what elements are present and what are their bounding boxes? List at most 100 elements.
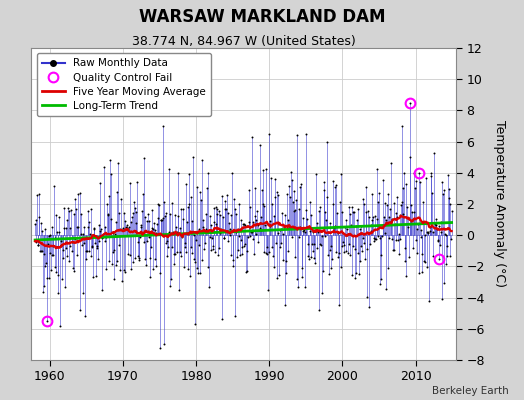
- Point: [443, 243, 451, 250]
- Point: [233, 254, 241, 260]
- Point: [407, 219, 415, 226]
- Point: [280, 212, 289, 219]
- Point: [359, 196, 367, 202]
- Point: [75, 235, 83, 241]
- Point: [121, 269, 129, 276]
- Point: [183, 265, 192, 272]
- Point: [373, 165, 381, 172]
- Point: [32, 192, 41, 199]
- Point: [374, 233, 383, 239]
- Point: [93, 245, 101, 251]
- Point: [62, 253, 71, 260]
- Point: [436, 242, 444, 248]
- Point: [41, 226, 50, 232]
- Point: [355, 226, 364, 232]
- Point: [376, 235, 384, 241]
- Point: [153, 221, 161, 227]
- Point: [224, 237, 233, 244]
- Point: [266, 218, 275, 224]
- Point: [411, 184, 419, 191]
- Point: [105, 193, 114, 200]
- Point: [337, 209, 346, 215]
- Point: [166, 211, 174, 218]
- Point: [137, 224, 145, 230]
- Point: [194, 242, 203, 248]
- Point: [117, 196, 125, 202]
- Point: [161, 240, 170, 246]
- Point: [127, 218, 135, 225]
- Point: [284, 248, 292, 254]
- Point: [220, 235, 228, 241]
- Point: [433, 226, 441, 232]
- Point: [246, 204, 254, 210]
- Point: [169, 261, 178, 267]
- Point: [216, 230, 225, 236]
- Point: [274, 230, 282, 236]
- Point: [210, 219, 219, 226]
- Point: [336, 171, 345, 178]
- Point: [368, 217, 377, 223]
- Point: [142, 262, 150, 268]
- Point: [315, 204, 324, 211]
- Point: [387, 218, 396, 224]
- Point: [310, 255, 318, 261]
- Point: [191, 321, 199, 327]
- Point: [425, 223, 434, 230]
- Point: [359, 240, 368, 247]
- Point: [241, 222, 249, 228]
- Point: [365, 304, 373, 310]
- Point: [229, 262, 237, 269]
- Point: [285, 223, 293, 230]
- Point: [287, 225, 295, 231]
- Point: [259, 249, 268, 255]
- Point: [71, 236, 80, 242]
- Point: [75, 190, 84, 196]
- Point: [366, 241, 374, 247]
- Point: [146, 255, 154, 262]
- Point: [422, 229, 431, 236]
- Point: [158, 123, 167, 129]
- Point: [120, 267, 128, 273]
- Point: [438, 296, 446, 302]
- Point: [182, 180, 191, 187]
- Point: [316, 240, 325, 247]
- Point: [332, 182, 341, 188]
- Point: [222, 206, 230, 212]
- Point: [124, 251, 132, 258]
- Point: [84, 224, 92, 230]
- Point: [372, 236, 380, 242]
- Point: [285, 183, 293, 190]
- Point: [135, 254, 144, 261]
- Point: [226, 226, 234, 232]
- Point: [299, 215, 308, 222]
- Point: [180, 240, 189, 246]
- Point: [281, 302, 289, 309]
- Point: [390, 247, 398, 254]
- Point: [263, 251, 271, 257]
- Point: [289, 199, 297, 206]
- Point: [88, 242, 96, 249]
- Point: [348, 271, 356, 278]
- Point: [311, 259, 319, 266]
- Point: [388, 236, 397, 242]
- Point: [314, 229, 322, 235]
- Point: [321, 209, 330, 216]
- Point: [70, 211, 78, 217]
- Point: [318, 290, 326, 296]
- Point: [212, 220, 221, 227]
- Point: [328, 256, 336, 262]
- Point: [341, 248, 350, 254]
- Point: [131, 205, 139, 211]
- Point: [94, 238, 103, 244]
- Point: [172, 224, 180, 231]
- Point: [414, 170, 423, 176]
- Point: [79, 289, 88, 296]
- Point: [72, 206, 80, 212]
- Point: [277, 226, 285, 232]
- Point: [232, 211, 240, 217]
- Legend: Raw Monthly Data, Quality Control Fail, Five Year Moving Average, Long-Term Tren: Raw Monthly Data, Quality Control Fail, …: [37, 53, 211, 116]
- Point: [443, 252, 452, 259]
- Point: [50, 182, 58, 189]
- Point: [60, 224, 69, 231]
- Point: [214, 252, 222, 259]
